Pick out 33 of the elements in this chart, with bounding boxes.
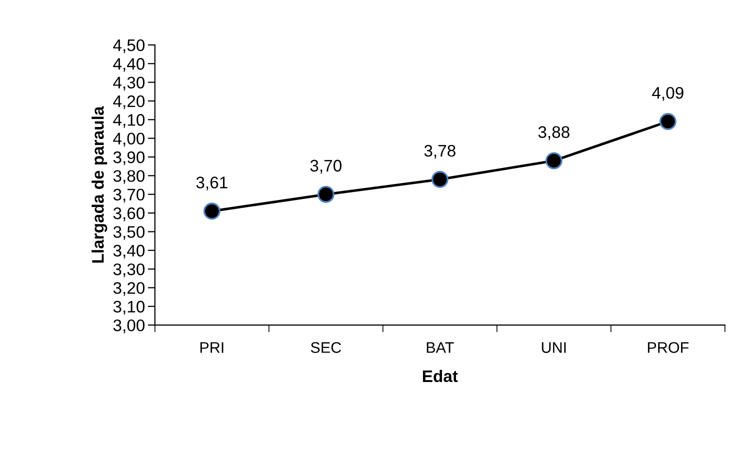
data-label: 3,88 bbox=[538, 126, 570, 140]
y-tick-label: 3,80 bbox=[113, 170, 145, 184]
data-label: 3,61 bbox=[196, 176, 228, 190]
point bbox=[203, 202, 220, 220]
point bbox=[317, 186, 334, 203]
y-tick-label: 4,20 bbox=[113, 95, 145, 110]
y-axis-title: Llargada de paraula bbox=[92, 106, 108, 263]
x-tick-label: SEC bbox=[310, 342, 342, 353]
y-tick-label: 3,90 bbox=[113, 151, 145, 166]
y-tick-label: 3,00 bbox=[113, 319, 145, 334]
y-tick-label: 3,70 bbox=[113, 188, 145, 203]
x-tick-label: UNI bbox=[542, 342, 566, 353]
y-tick-label: 4,10 bbox=[113, 114, 145, 128]
y-tick-label: 4,40 bbox=[113, 58, 145, 72]
y-tick-label: 4,00 bbox=[113, 132, 145, 146]
x-axis-title: Edat bbox=[422, 370, 458, 382]
y-tick-label: 3,40 bbox=[113, 244, 145, 259]
y-tick-label: 3,60 bbox=[113, 207, 145, 222]
x-tick-label: BAT bbox=[426, 342, 454, 353]
y-tick-label: 3,10 bbox=[113, 300, 145, 315]
y-tick-label: 3,50 bbox=[113, 226, 145, 240]
x-tick-label: PRI bbox=[200, 342, 224, 353]
x-tick-label: PROF bbox=[648, 342, 689, 353]
point bbox=[545, 152, 562, 170]
y-tick-label: 4,50 bbox=[113, 39, 145, 54]
data-label: 3,70 bbox=[310, 160, 342, 174]
point bbox=[659, 113, 676, 130]
y-tick-label: 3,20 bbox=[113, 282, 145, 296]
y-tick-label: 3,30 bbox=[113, 263, 145, 278]
data-label: 4,09 bbox=[652, 86, 684, 101]
y-tick-label: 4,30 bbox=[113, 76, 145, 90]
data-label: 3,78 bbox=[424, 144, 456, 159]
point bbox=[431, 170, 448, 188]
